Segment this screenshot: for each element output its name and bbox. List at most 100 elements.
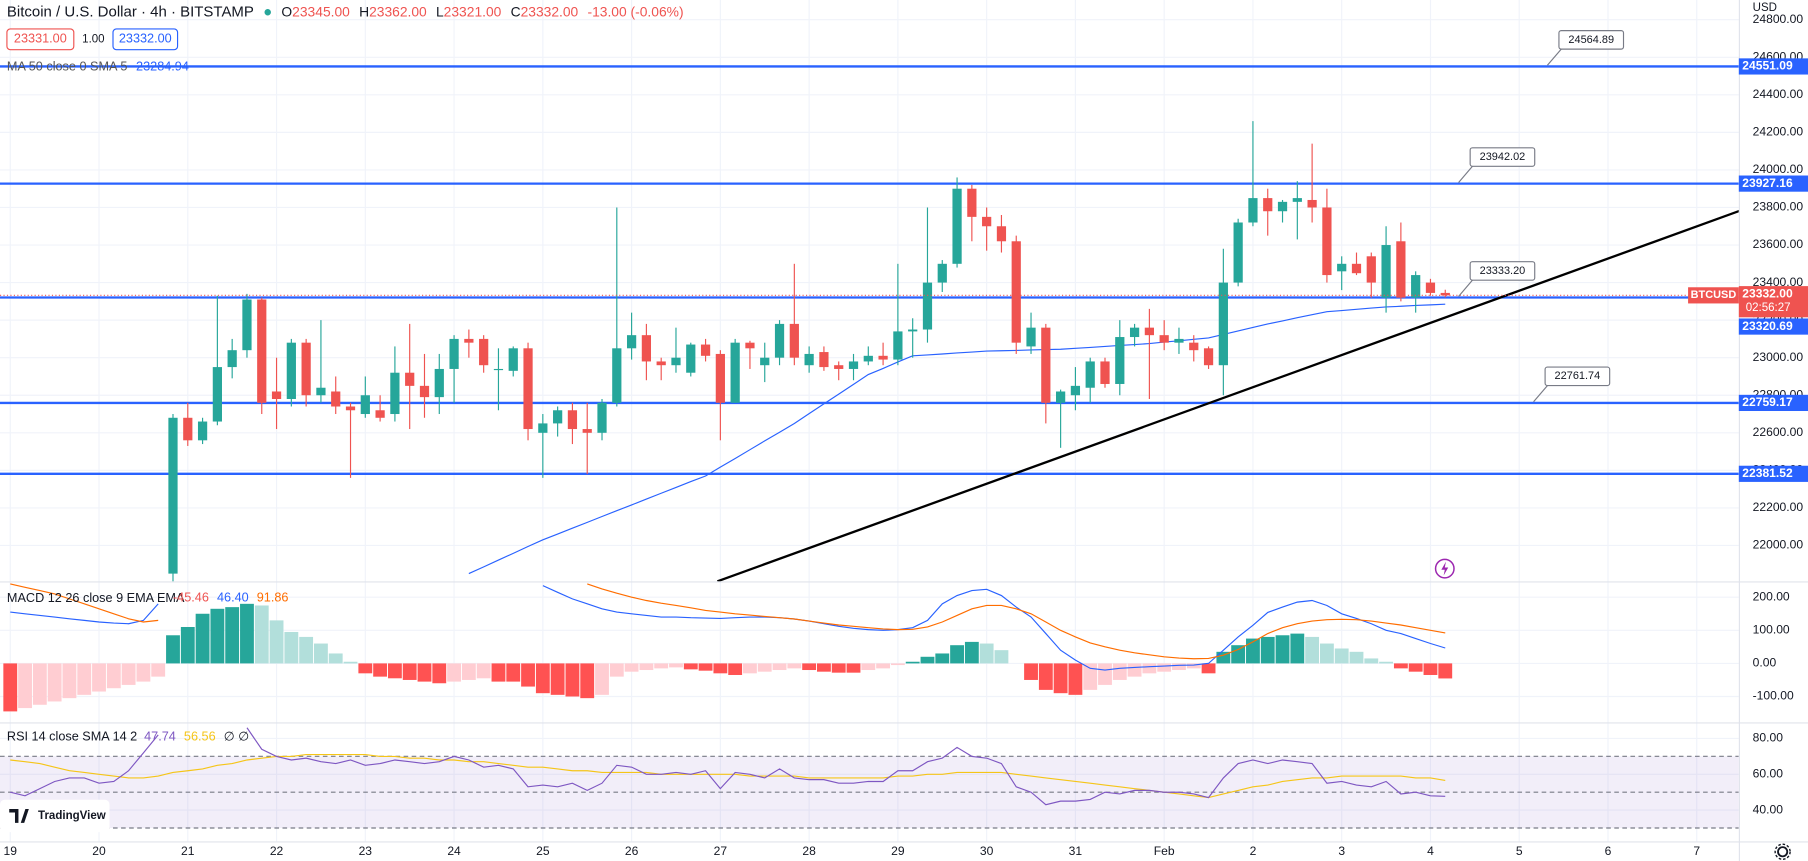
macd-histogram-bar bbox=[1038, 663, 1053, 690]
candle-body bbox=[375, 410, 385, 418]
level-price-box bbox=[1738, 465, 1808, 482]
candle-body bbox=[434, 368, 444, 398]
macd-histogram-bar bbox=[609, 663, 624, 677]
macd-histogram-bar bbox=[254, 605, 269, 664]
ask-price[interactable]: 23332.00 bbox=[119, 32, 172, 46]
candle-body bbox=[1056, 391, 1066, 403]
candle-body bbox=[1277, 201, 1288, 212]
callout-label: 22761.74 bbox=[1555, 370, 1601, 382]
macd-histogram-bar bbox=[698, 663, 713, 671]
x-tick-label: 25 bbox=[536, 844, 550, 858]
currency-label: USD bbox=[1753, 2, 1777, 14]
candle-body bbox=[168, 417, 178, 574]
x-tick-label: 31 bbox=[1069, 844, 1083, 858]
candle-body bbox=[493, 368, 504, 371]
ohlc-legend-item: -13.00 (-0.06%) bbox=[587, 3, 683, 19]
bid-box[interactable] bbox=[6, 28, 75, 51]
candle-body bbox=[626, 335, 637, 349]
macd-histogram-bar bbox=[683, 663, 698, 670]
candle-body bbox=[523, 348, 533, 430]
macd-histogram-bar bbox=[639, 663, 654, 671]
macd-histogram-bar bbox=[1334, 648, 1349, 664]
candle-body bbox=[967, 188, 977, 217]
ohlc-legend-item: 23345.00 bbox=[292, 3, 350, 19]
ohlc-legend-item: 23321.00 bbox=[444, 3, 502, 19]
x-tick-label: 19 bbox=[4, 844, 18, 858]
last-price-label: 23332.00 bbox=[1742, 286, 1793, 300]
macd-histogram-bar bbox=[343, 661, 358, 664]
chart-title: Bitcoin / U.S. Dollar · 4h · BITSTAMP ● O2… bbox=[7, 3, 684, 20]
macd-histogram-bar bbox=[1053, 663, 1068, 694]
x-tick-label: 7 bbox=[1693, 844, 1700, 858]
macd-histogram-bar bbox=[1393, 663, 1408, 669]
rsi-line bbox=[10, 727, 1446, 806]
grid-layer bbox=[0, 0, 1739, 842]
candle-body bbox=[1366, 256, 1376, 283]
ohlc-legend-item: 23332.00 bbox=[521, 3, 579, 19]
bid-price[interactable]: 23331.00 bbox=[14, 32, 67, 46]
macd-histogram-bar bbox=[358, 663, 373, 674]
macd-histogram-bar bbox=[506, 663, 521, 682]
macd-histogram-bar bbox=[387, 663, 402, 679]
candle-body bbox=[1203, 348, 1214, 366]
macd-histogram-bar bbox=[1024, 663, 1038, 680]
y-tick-label: 23800.00 bbox=[1753, 200, 1804, 214]
macd-histogram-bar bbox=[328, 653, 343, 664]
macd-histogram-bar bbox=[787, 663, 802, 669]
candle-body bbox=[242, 299, 252, 351]
callout-label: 24564.89 bbox=[1568, 34, 1614, 46]
logo-box[interactable] bbox=[0, 799, 110, 833]
macd-histogram-bar bbox=[876, 663, 891, 669]
settings-icon[interactable] bbox=[1777, 846, 1789, 858]
callout-pointer bbox=[1458, 165, 1473, 183]
candle-body bbox=[286, 342, 296, 399]
y-tick-label: 24800.00 bbox=[1753, 12, 1804, 26]
candle-body bbox=[301, 342, 311, 396]
level-price-box bbox=[1738, 175, 1808, 192]
candle-body bbox=[1411, 275, 1421, 298]
macd-histogram-bar bbox=[225, 607, 240, 664]
ohlc-legend-item: H bbox=[359, 3, 369, 19]
y-tick-label: 22200.00 bbox=[1753, 500, 1804, 514]
ohlc-legend-item: L bbox=[436, 3, 444, 19]
macd-histogram-bar bbox=[136, 663, 151, 682]
candle-body bbox=[1263, 198, 1273, 212]
macd-histogram-bar bbox=[417, 663, 432, 682]
candle-body bbox=[390, 372, 400, 415]
macd-line bbox=[10, 585, 1446, 671]
indicator-value: ∅ ∅ bbox=[224, 730, 250, 744]
macd-pane bbox=[3, 583, 1453, 712]
ask-box[interactable] bbox=[112, 28, 179, 51]
macd-histogram-bar bbox=[1083, 663, 1098, 690]
candle-body bbox=[774, 323, 785, 358]
x-tick-label: 3 bbox=[1338, 844, 1345, 858]
macd-histogram-bar bbox=[521, 663, 535, 687]
indicator-value: 91.86 bbox=[257, 591, 289, 605]
candle-body bbox=[257, 299, 267, 403]
y-tick-label: 23400.00 bbox=[1753, 275, 1804, 289]
candle-body bbox=[1159, 335, 1169, 343]
candle-body bbox=[479, 338, 489, 366]
candle-body bbox=[508, 348, 518, 371]
x-tick-label: 2 bbox=[1250, 844, 1257, 858]
candle-body bbox=[316, 387, 326, 396]
callout-pointer bbox=[1533, 385, 1548, 403]
candle-body bbox=[331, 391, 341, 407]
macd-histogram-bar bbox=[595, 663, 609, 695]
x-tick-label: 24 bbox=[447, 844, 461, 858]
level-price-box bbox=[1738, 318, 1808, 335]
rsi-pane bbox=[0, 727, 1739, 829]
macd-histogram-bar bbox=[373, 663, 388, 677]
candle-body bbox=[1337, 263, 1347, 272]
x-tick-label: 29 bbox=[891, 844, 905, 858]
macd-histogram-bar bbox=[151, 663, 166, 677]
macd-histogram-bar bbox=[1364, 658, 1379, 664]
macd-histogram-bar bbox=[728, 663, 743, 675]
candle-body bbox=[1322, 207, 1332, 276]
indicator-value: -45.46 bbox=[173, 591, 209, 605]
macd-histogram-bar bbox=[1172, 663, 1186, 671]
macd-histogram-bar bbox=[890, 663, 905, 666]
candle-body bbox=[686, 344, 696, 373]
macd-histogram-bar bbox=[565, 663, 580, 697]
